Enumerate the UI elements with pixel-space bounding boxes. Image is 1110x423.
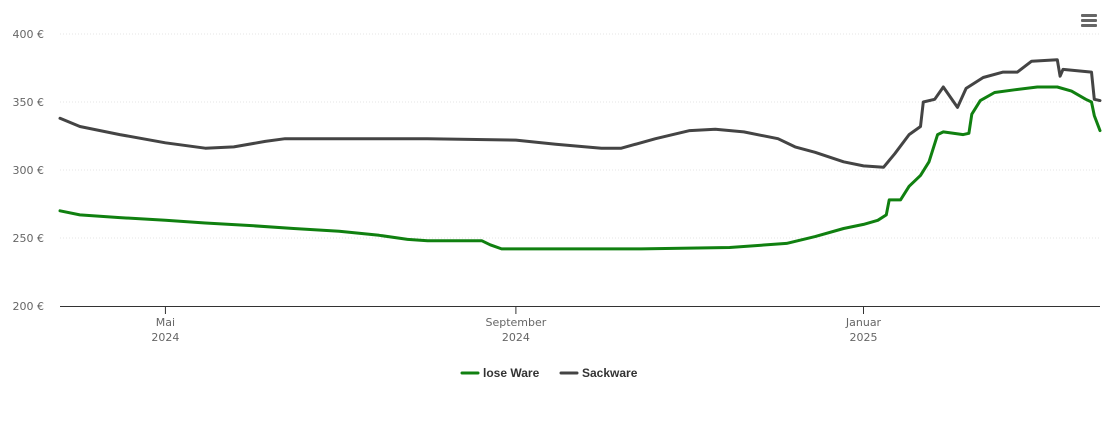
- y-tick-label: 350 €: [13, 96, 45, 109]
- chart-menu-button[interactable]: [1078, 12, 1100, 32]
- y-tick-label: 250 €: [13, 232, 45, 245]
- hamburger-menu-icon: [1081, 14, 1097, 17]
- x-tick-label-month: Mai: [156, 316, 175, 329]
- x-tick-label-month: September: [485, 316, 546, 329]
- series-line-lose-ware: [58, 85, 1102, 251]
- series-line-sackware: [58, 58, 1102, 169]
- x-axis: Mai 2024 September 2024 Januar 2025: [151, 306, 882, 344]
- series-lines: [58, 58, 1102, 251]
- x-tick-label-month: Januar: [845, 316, 882, 329]
- x-tick-label-year: 2024: [502, 331, 530, 344]
- y-tick-label: 300 €: [13, 164, 45, 177]
- x-tick-label-year: 2025: [850, 331, 878, 344]
- x-tick-label-year: 2024: [151, 331, 179, 344]
- y-tick-label: 200 €: [13, 300, 45, 313]
- y-axis: 200 € 250 € 300 € 350 € 400 €: [13, 28, 45, 313]
- legend: lose Ware Sackware: [460, 366, 638, 380]
- legend-label: lose Ware: [483, 366, 540, 380]
- y-tick-label: 400 €: [13, 28, 45, 41]
- grid-lines: [60, 33, 1100, 239]
- legend-item-lose-ware[interactable]: lose Ware: [460, 366, 540, 380]
- legend-item-sackware[interactable]: Sackware: [559, 366, 638, 380]
- legend-label: Sackware: [582, 366, 638, 380]
